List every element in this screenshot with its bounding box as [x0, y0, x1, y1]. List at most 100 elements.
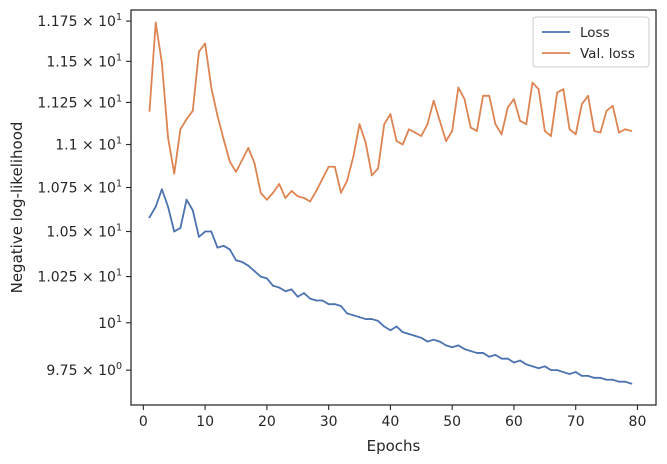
data-point [408, 128, 410, 131]
data-point [618, 131, 620, 134]
data-point [278, 286, 281, 289]
data-point [389, 113, 392, 116]
data-point [241, 261, 244, 263]
data-point [599, 376, 602, 379]
data-point [543, 130, 546, 132]
data-point [475, 130, 478, 132]
data-point [519, 119, 522, 122]
data-point [364, 141, 367, 144]
data-point [537, 367, 540, 370]
data-point [327, 165, 330, 168]
data-point [185, 198, 188, 201]
data-point [222, 244, 225, 247]
data-point [154, 21, 157, 24]
data-point [426, 340, 429, 343]
data-point [469, 350, 472, 352]
y-tick-label: 1.025 × 101 [37, 268, 122, 286]
data-point [568, 128, 571, 131]
data-point [580, 375, 583, 377]
data-point [346, 179, 349, 182]
data-point [265, 198, 268, 201]
data-point [321, 299, 324, 302]
data-point [352, 314, 355, 317]
data-point [630, 382, 633, 385]
data-point [587, 94, 589, 97]
data-point [265, 277, 268, 280]
data-point [204, 42, 207, 45]
data-point [383, 325, 386, 328]
data-point [401, 143, 404, 146]
legend-label-loss: Loss [580, 25, 610, 41]
data-point [377, 167, 379, 170]
data-point [580, 103, 583, 106]
data-point [179, 227, 182, 229]
data-point [309, 200, 312, 203]
data-point [432, 338, 435, 341]
data-point [500, 133, 503, 136]
data-point [352, 155, 355, 158]
data-point [426, 123, 429, 126]
legend-box [532, 16, 650, 68]
data-point [228, 160, 231, 163]
data-point [562, 371, 565, 373]
data-point [519, 359, 522, 362]
data-point [327, 303, 330, 306]
data-point [370, 318, 373, 320]
data-point [210, 86, 213, 89]
data-point [259, 275, 262, 278]
y-tick-label: 1.15 × 101 [46, 52, 122, 70]
legend: Loss Val. loss [532, 16, 650, 68]
data-point [315, 190, 318, 192]
x-tick-label: 70 [567, 414, 585, 430]
data-point [216, 114, 219, 117]
data-point [370, 174, 373, 177]
data-point [445, 140, 447, 142]
data-point [451, 130, 454, 132]
data-point [358, 123, 361, 126]
data-point [377, 320, 379, 322]
data-point [525, 363, 528, 366]
data-point [303, 197, 305, 199]
data-point [624, 128, 627, 131]
data-point [488, 355, 491, 358]
data-point [284, 197, 287, 199]
data-point [173, 172, 176, 175]
data-point [506, 357, 509, 360]
data-point [543, 365, 546, 368]
data-point [278, 183, 281, 185]
data-point [624, 380, 627, 383]
x-tick-label: 50 [443, 414, 461, 430]
data-point [167, 136, 169, 139]
data-point [630, 130, 633, 132]
data-point [148, 109, 151, 112]
data-point [438, 119, 441, 122]
data-point [358, 316, 361, 319]
data-point [605, 378, 608, 381]
x-tick-label: 80 [629, 414, 647, 430]
data-point [383, 123, 386, 126]
x-tick-label: 30 [320, 414, 338, 430]
plot-frame [130, 9, 657, 406]
data-point [296, 295, 299, 298]
series-points-val-loss [148, 21, 633, 203]
data-point [556, 91, 559, 94]
data-point [346, 312, 349, 315]
data-point [475, 352, 478, 354]
data-point [513, 98, 515, 101]
data-point [574, 371, 577, 373]
data-point [494, 123, 497, 126]
data-point [587, 375, 589, 377]
data-point [395, 325, 398, 328]
data-point [599, 131, 602, 134]
data-point [451, 346, 454, 349]
y-axis-ticks: 9.75 × 100 101 1.025 × 101 1.05 × 101 1.075 … [37, 12, 131, 379]
data-point [605, 109, 608, 112]
data-point [340, 191, 342, 194]
data-point [611, 378, 614, 381]
data-point [395, 140, 398, 142]
data-point [216, 246, 219, 249]
data-point [253, 162, 256, 165]
x-tick-label: 0 [139, 414, 148, 430]
data-point [482, 94, 484, 97]
y-tick-label: 1.05 × 101 [46, 223, 122, 241]
